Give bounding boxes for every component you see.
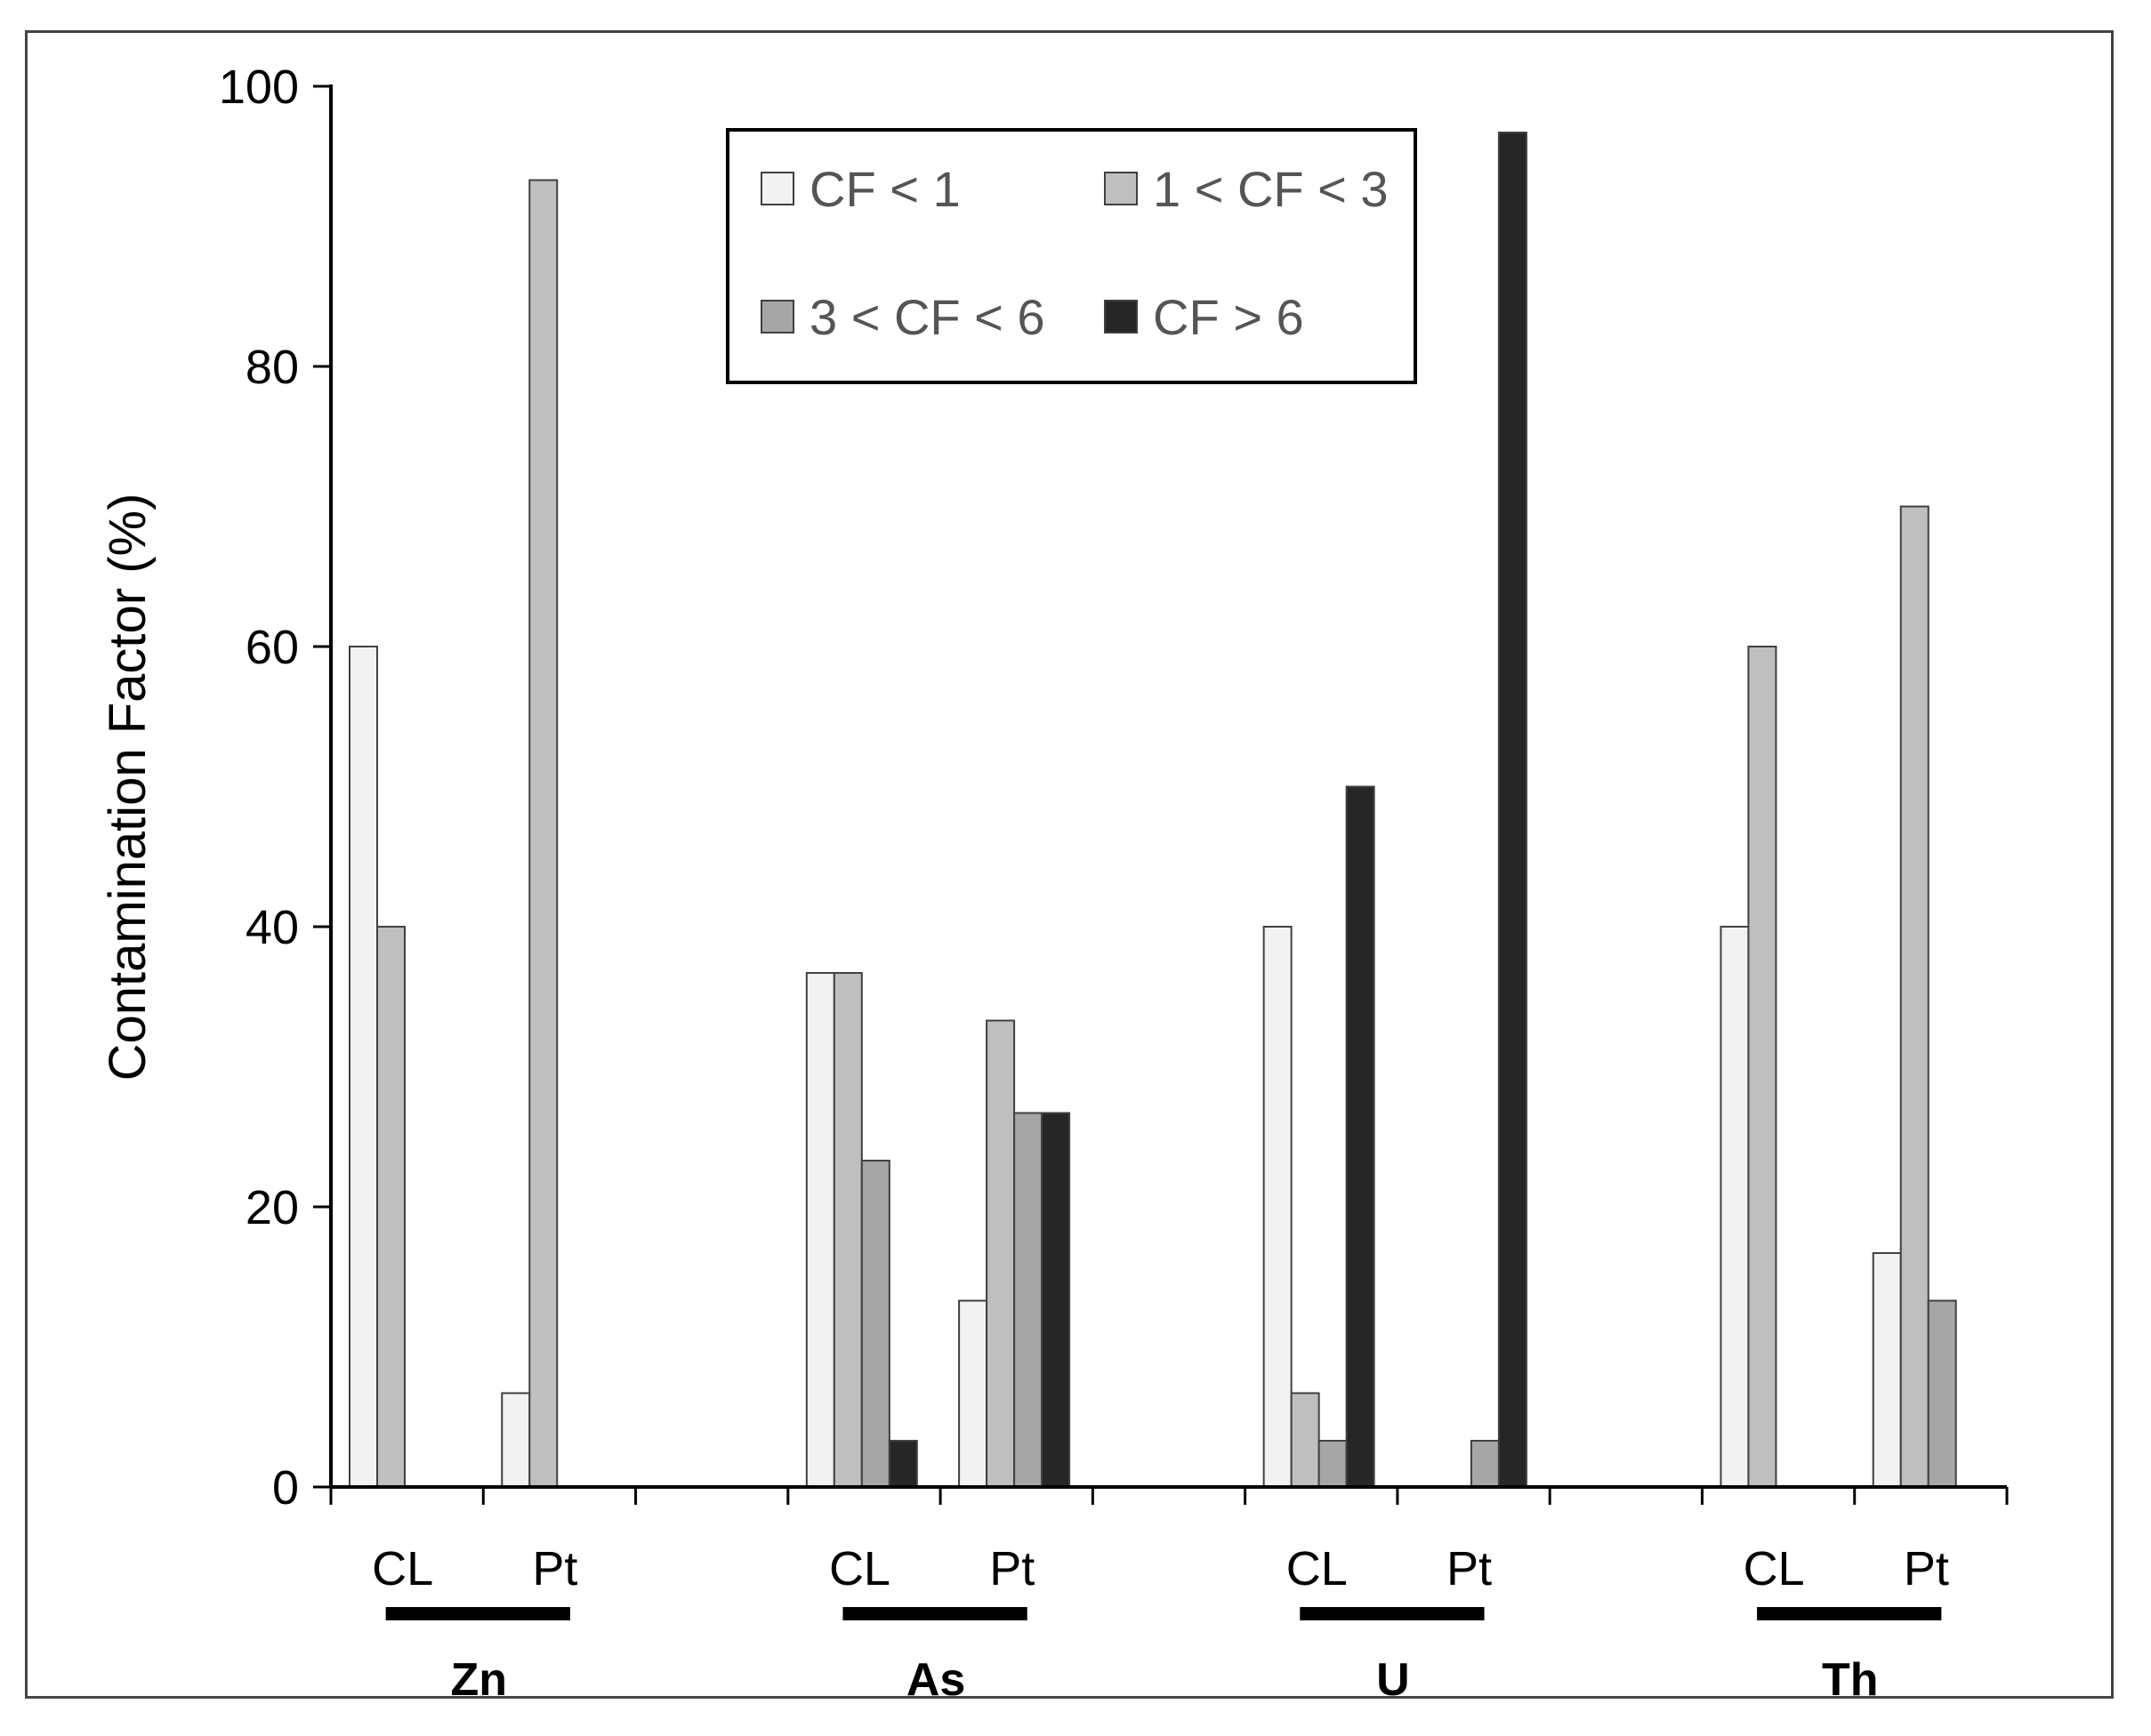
- bar-zn-pt-series-1: [501, 1392, 531, 1488]
- y-tick-label: 20: [246, 1181, 299, 1234]
- group-label-zn: Zn: [451, 1654, 508, 1706]
- bar-u-cl-series-2: [1290, 1392, 1320, 1488]
- x-category-label: CL: [372, 1542, 433, 1595]
- legend-swatch: [1104, 172, 1138, 205]
- legend-box: [726, 128, 1417, 384]
- bar-u-cl-series-1: [1262, 926, 1293, 1488]
- group-label-th: Th: [1822, 1654, 1879, 1706]
- bar-th-pt-series-2: [1899, 505, 1929, 1488]
- bar-as-pt-series-4: [1041, 1112, 1071, 1488]
- bar-as-pt-series-3: [1013, 1112, 1043, 1488]
- group-label-u: U: [1376, 1654, 1410, 1706]
- y-tick-label: 80: [246, 341, 299, 394]
- bar-th-cl-series-1: [1720, 926, 1750, 1488]
- bar-as-pt-series-2: [986, 1019, 1016, 1488]
- legend-label: 1 < CF < 3: [1153, 161, 1389, 217]
- y-tick-label: 0: [272, 1461, 299, 1515]
- bar-zn-pt-series-2: [528, 179, 559, 1488]
- bar-u-pt-series-4: [1497, 131, 1527, 1489]
- legend-label: CF < 1: [810, 161, 961, 217]
- x-category-label: Pt: [1904, 1542, 1949, 1595]
- x-category-label: Pt: [532, 1542, 577, 1595]
- x-category-label: CL: [1744, 1542, 1805, 1595]
- bar-th-pt-series-3: [1927, 1299, 1957, 1489]
- bar-as-cl-series-1: [805, 971, 835, 1488]
- bar-as-cl-series-2: [833, 971, 863, 1488]
- legend-swatch: [761, 172, 794, 205]
- bar-as-cl-series-4: [888, 1440, 918, 1489]
- legend-swatch: [1104, 300, 1138, 334]
- x-category-label: Pt: [1446, 1542, 1492, 1595]
- bar-as-cl-series-3: [860, 1160, 890, 1489]
- group-bracket: [842, 1607, 1027, 1620]
- chart-frame: [25, 30, 2114, 1699]
- bar-u-cl-series-3: [1317, 1440, 1348, 1489]
- group-label-as: As: [906, 1654, 965, 1706]
- legend-label: 3 < CF < 6: [810, 289, 1045, 345]
- legend-swatch: [761, 300, 794, 334]
- bar-zn-cl-series-2: [376, 926, 406, 1488]
- x-category-label: Pt: [989, 1542, 1035, 1595]
- bar-zn-cl-series-1: [349, 646, 378, 1488]
- y-axis-label: Contamination Factor (%): [99, 494, 157, 1081]
- y-tick-label: 100: [219, 60, 299, 114]
- bar-u-cl-series-4: [1345, 785, 1375, 1488]
- bar-th-cl-series-2: [1747, 646, 1777, 1488]
- labels-layer: 0 20 40 60 80 100 CL Pt Zn CL Pt As CL Pt U CL Pt Th: [219, 60, 1949, 1706]
- bar-as-pt-series-1: [958, 1299, 988, 1489]
- y-tick-label: 40: [246, 901, 299, 954]
- group-bracket: [385, 1607, 570, 1620]
- bar-u-pt-series-3: [1470, 1440, 1500, 1489]
- group-bracket: [1300, 1607, 1485, 1620]
- y-tick-label: 60: [246, 621, 299, 674]
- legend: CF < 1 1 < CF < 3 3 < CF < 6 CF > 6: [726, 128, 1417, 384]
- bar-th-pt-series-1: [1872, 1251, 1902, 1488]
- group-bracket: [1757, 1607, 1942, 1620]
- x-category-label: CL: [829, 1542, 890, 1595]
- axes-layer: [313, 84, 2009, 1505]
- x-category-label: CL: [1286, 1542, 1348, 1595]
- legend-label: CF > 6: [1153, 289, 1304, 345]
